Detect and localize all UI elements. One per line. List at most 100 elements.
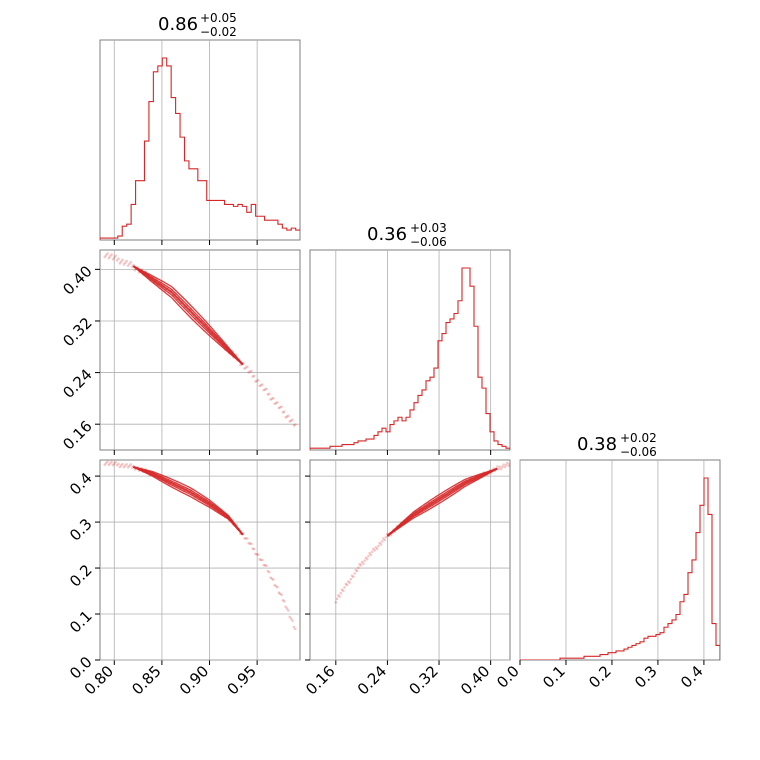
scatter-point [284, 605, 287, 609]
scatter-point [128, 464, 131, 468]
scatter-point [111, 463, 115, 467]
scatter-point [497, 467, 501, 471]
x-tick-label: 0.0 [493, 662, 523, 692]
scatter-point [355, 569, 359, 573]
scatter-point [270, 397, 274, 401]
x-tick-label: 0.32 [406, 662, 442, 698]
y-tick-label: 0.16 [59, 417, 95, 453]
scatter-point [287, 609, 290, 612]
contour-line [133, 466, 244, 536]
scatter-point [108, 462, 112, 465]
scatter-point [278, 406, 282, 409]
scatter-point [117, 257, 120, 260]
scatter-point [344, 582, 348, 586]
scatter-point [281, 598, 285, 602]
scatter-point [117, 462, 120, 466]
scatter-point [384, 535, 388, 539]
scatter-point [503, 465, 507, 469]
scatter-point [103, 255, 107, 259]
scatter-point [130, 466, 134, 469]
scatter-point [121, 258, 124, 262]
scatter-point [259, 383, 263, 387]
y-tick-label: 0.24 [59, 366, 95, 402]
scatter-point [250, 369, 253, 373]
title-param-2-minus: −0.06 [620, 445, 657, 459]
contour-line [133, 466, 244, 536]
scatter-point [113, 256, 116, 259]
scatter-point [266, 393, 270, 396]
scatter-point [250, 542, 253, 546]
scatter-point [291, 418, 294, 422]
scatter-point [270, 577, 274, 580]
scatter-point [367, 554, 370, 558]
x-tick-label: 0.1 [539, 662, 569, 692]
scatter-point [247, 371, 250, 374]
scatter-point [335, 597, 339, 601]
contour-line [132, 465, 244, 536]
scatter-point [273, 583, 276, 587]
scatter-point [508, 462, 510, 466]
contour-line [133, 265, 244, 365]
scatter-point [372, 547, 375, 551]
panel-2-2-frame [519, 459, 721, 661]
scatter-point [339, 591, 343, 595]
scatter-point [379, 543, 383, 546]
scatter-point [282, 410, 286, 413]
scatter-point [122, 465, 126, 469]
scatter-point [340, 588, 344, 591]
scatter-point [338, 595, 341, 598]
scatter-point [255, 552, 259, 556]
scatter-point [104, 461, 108, 465]
contour-line [133, 265, 244, 365]
panel-1-0-frame [99, 249, 301, 451]
scatter-point [375, 547, 379, 551]
scatter-point [263, 388, 267, 391]
scatter-point [118, 465, 122, 469]
scatter-point [276, 401, 279, 404]
contour-line [387, 468, 498, 537]
scatter-point [126, 264, 130, 267]
scatter-point [504, 463, 508, 467]
scatter-point [269, 576, 272, 579]
scatter-point [124, 464, 127, 467]
scatter-point [263, 564, 267, 567]
scatter-point [256, 553, 260, 556]
scatter-point [248, 370, 252, 373]
scatter-point [292, 424, 296, 427]
contour-line [132, 265, 244, 366]
scatter-point [501, 465, 504, 469]
scatter-point [370, 550, 374, 554]
title-param-1-plus: +0.03 [410, 221, 447, 235]
scatter-point [498, 465, 502, 468]
x-tick-label: 0.4 [677, 662, 707, 692]
histogram-step-1 [310, 267, 510, 450]
scatter-point [365, 557, 369, 561]
scatter-point [347, 580, 350, 583]
scatter-point [252, 547, 256, 551]
scatter-point [103, 463, 107, 466]
scatter-point [380, 540, 384, 543]
scatter-point [267, 570, 271, 574]
contour-line [387, 468, 498, 537]
histogram-step-2 [520, 477, 720, 660]
scatter-point [282, 599, 286, 603]
scatter-point [358, 562, 361, 566]
histogram-0 [100, 57, 300, 240]
x-tick-label: 0.95 [224, 662, 260, 698]
scatter-point [265, 387, 268, 391]
x-tick-label: 0.16 [302, 662, 338, 698]
scatter-point [337, 594, 340, 597]
scatter-point [267, 392, 271, 396]
title-param-1-minus: −0.06 [410, 235, 447, 249]
scatter-point [130, 265, 134, 269]
scatter-point [360, 560, 364, 564]
joint-p1-vs-p0 [103, 252, 297, 427]
scatter-point [292, 625, 296, 629]
title-param-0: 0.86 [158, 14, 198, 35]
scatter-point [247, 541, 250, 545]
scatter-point [243, 367, 246, 370]
y-tick-label: 0.2 [66, 561, 96, 591]
joint-p2-vs-p1 [334, 461, 510, 604]
title-param-1: 0.36 [367, 224, 407, 245]
